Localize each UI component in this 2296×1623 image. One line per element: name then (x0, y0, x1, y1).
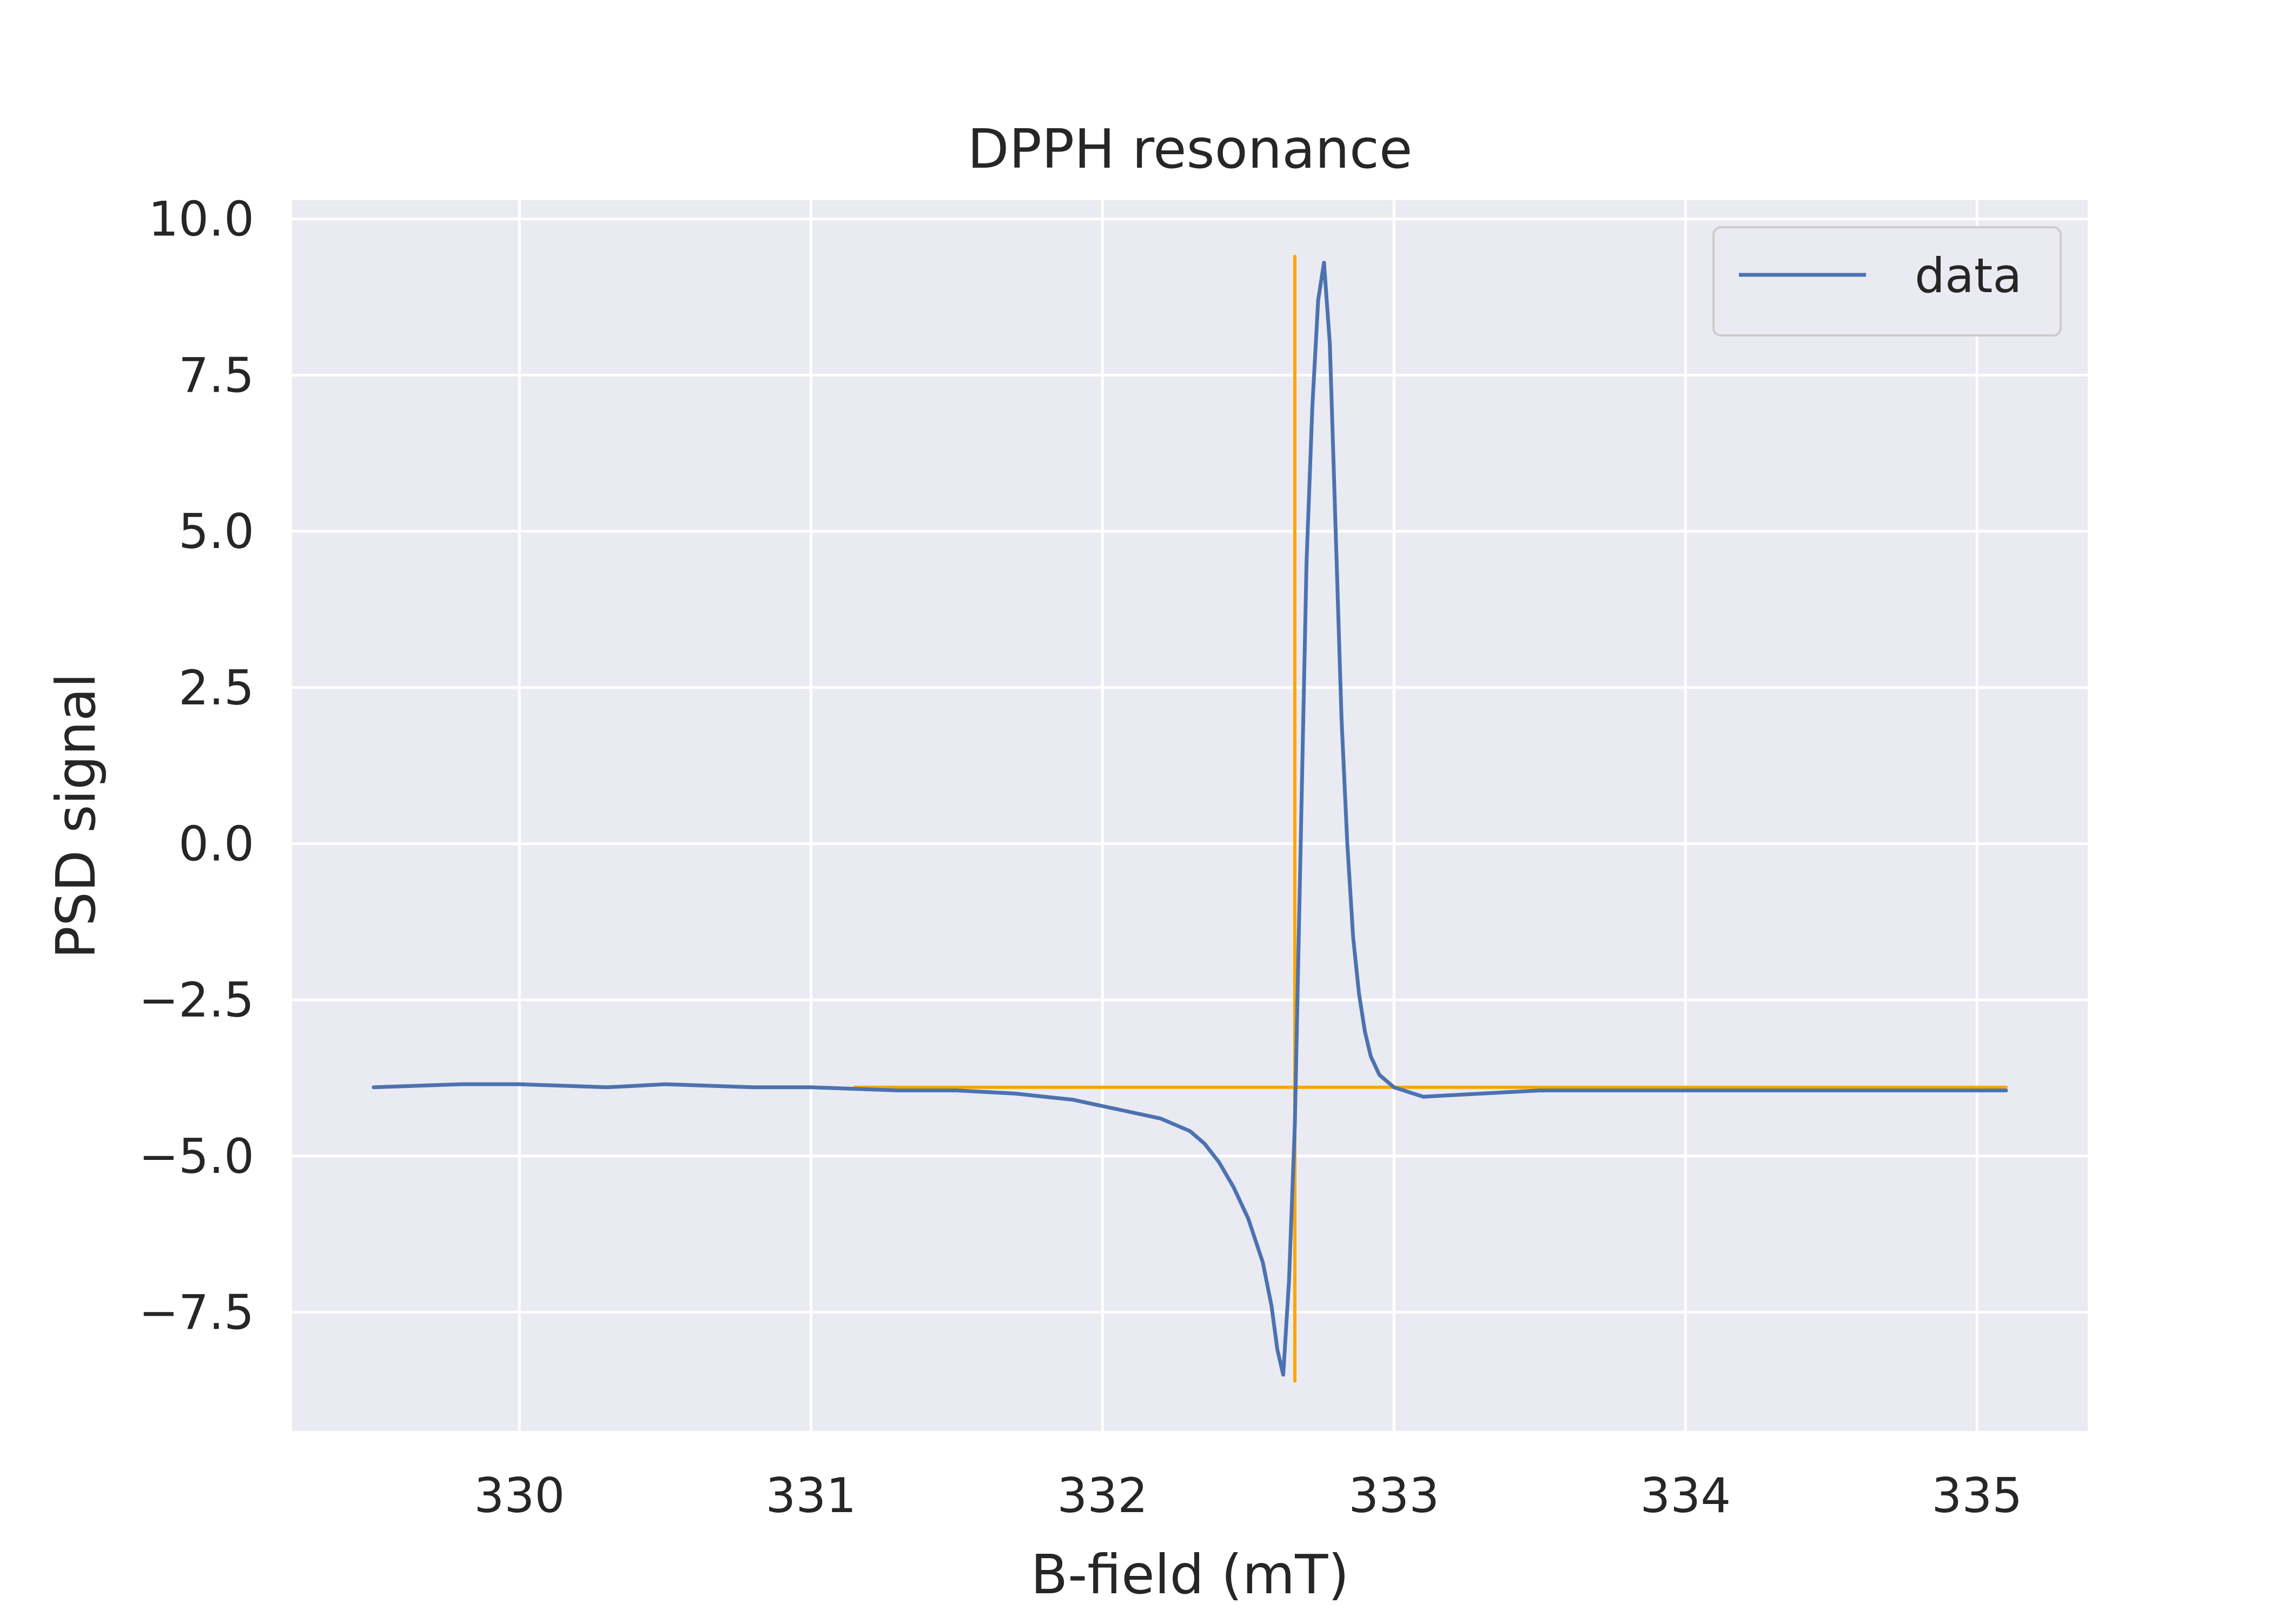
chart-title: DPPH resonance (968, 117, 1413, 181)
y-tick-label: −5.0 (138, 1129, 254, 1184)
grid-lines (292, 200, 2088, 1431)
x-tick-label: 335 (1931, 1468, 2022, 1523)
x-tick-label: 331 (765, 1468, 856, 1523)
y-tick-label: 5.0 (178, 504, 254, 559)
legend-label-data: data (1915, 248, 2022, 304)
x-tick-label: 333 (1348, 1468, 1439, 1523)
fit-line (853, 254, 2008, 1383)
y-tick-label: −7.5 (138, 1285, 254, 1341)
x-tick-label: 334 (1640, 1468, 1731, 1523)
y-axis-label: PSD signal (44, 673, 108, 959)
plot-area (292, 200, 2088, 1431)
legend: data (1712, 226, 2062, 337)
y-tick-label: 0.0 (178, 816, 254, 872)
series-layer (372, 254, 2008, 1383)
x-tick-label: 330 (474, 1468, 565, 1523)
tick-labels: 330 331 332 333 334 335 −7.5 −5.0 −2.5 0.0 2.5 5.0 7… (138, 192, 2022, 1523)
y-tick-label: 7.5 (178, 347, 254, 403)
y-tick-label: 10.0 (148, 192, 254, 247)
y-tick-label: −2.5 (138, 972, 254, 1028)
series-line-data (372, 261, 2008, 1377)
legend-box (1712, 226, 2062, 337)
y-tick-label: 2.5 (178, 660, 254, 716)
x-tick-label: 332 (1057, 1468, 1148, 1523)
x-axis-label: B-field (mT) (1031, 1543, 1349, 1606)
